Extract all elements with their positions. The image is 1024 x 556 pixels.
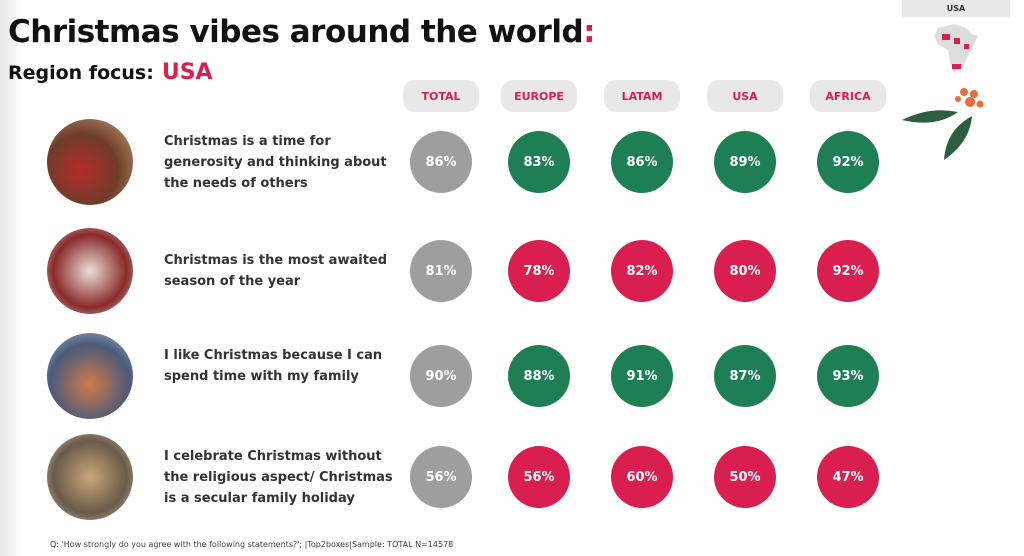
statement-photo <box>47 333 133 419</box>
value-circle-europe: 56% <box>508 446 570 508</box>
footnote: Q: 'How strongly do you agree with the f… <box>50 540 454 549</box>
statement-photo <box>47 228 133 314</box>
statement-text: Christmas is the most awaited season of … <box>164 253 388 289</box>
value-circle-total: 86% <box>410 131 472 193</box>
value-circle-total: 90% <box>410 345 472 407</box>
value-circle-africa: 47% <box>817 446 879 508</box>
value-circle-africa: 93% <box>817 345 879 407</box>
column-header-europe: EUROPE <box>501 80 577 112</box>
page-title: Christmas vibes around the world: <box>8 14 596 50</box>
africa-map-icon <box>934 24 978 72</box>
value-circle-total: 56% <box>410 446 472 508</box>
region-tag: USA <box>902 0 1010 17</box>
value-circle-usa: 89% <box>714 131 776 193</box>
value-circle-europe: 78% <box>508 240 570 302</box>
value-circle-usa: 87% <box>714 345 776 407</box>
value-circle-latam: 60% <box>611 446 673 508</box>
column-header-africa: AFRICA <box>810 80 886 112</box>
statement-text: I like Christmas because I can spend tim… <box>164 347 383 384</box>
value-circle-usa: 80% <box>714 240 776 302</box>
statement-photo <box>47 119 133 205</box>
value-circle-latam: 86% <box>611 131 673 193</box>
value-circle-africa: 92% <box>817 240 879 302</box>
value-circle-latam: 82% <box>611 240 673 302</box>
value-circle-europe: 83% <box>508 131 570 193</box>
value-circle-total: 81% <box>410 240 472 302</box>
statement-text: Christmas is a time for generosity and t… <box>164 133 387 191</box>
statement-text: I celebrate Christmas without the religi… <box>164 448 393 506</box>
value-circle-usa: 50% <box>714 446 776 508</box>
value-circle-africa: 92% <box>817 131 879 193</box>
statement-photo <box>47 434 133 520</box>
value-circle-latam: 91% <box>611 345 673 407</box>
column-header-latam: LATAM <box>604 80 680 112</box>
left-edge-shade <box>0 0 22 556</box>
holly-icon <box>902 88 984 160</box>
column-header-total: TOTAL <box>403 80 479 112</box>
value-circle-europe: 88% <box>508 345 570 407</box>
region-focus: Region focus: USA <box>8 60 213 85</box>
column-header-usa: USA <box>707 80 783 112</box>
